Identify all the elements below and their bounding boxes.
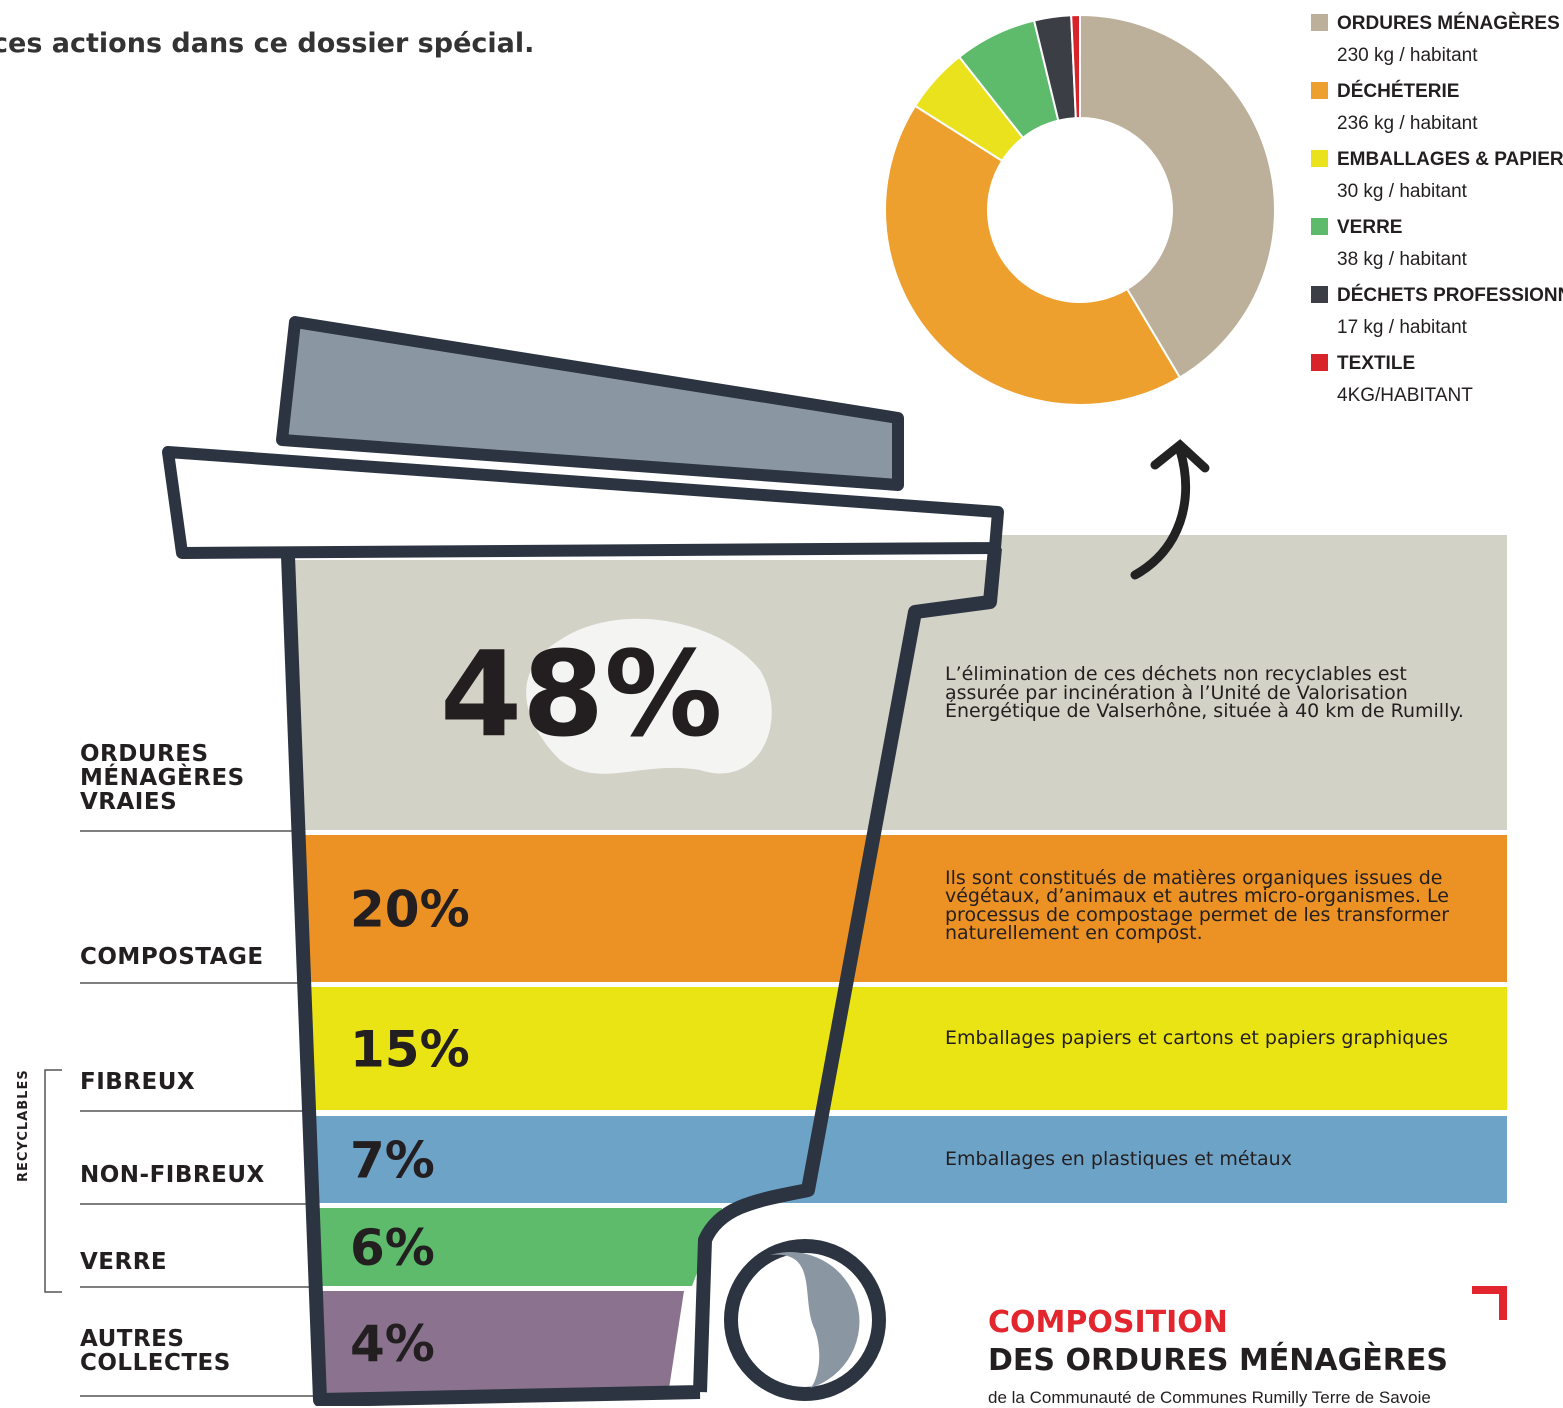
legend-name: TEXTILE [1337, 353, 1415, 374]
legend-value: 17 kg / habitant [1337, 317, 1468, 338]
band-percent: 7% [350, 1132, 435, 1190]
legend-name: DÉCHETS PROFESSIONNELS [1337, 284, 1563, 306]
legend-swatch [1311, 82, 1328, 99]
recyclables-bracket [45, 1070, 62, 1292]
legend-name: EMBALLAGES & PAPIER [1337, 149, 1563, 170]
legend-value: 236 kg / habitant [1337, 113, 1478, 134]
lid-top [282, 322, 898, 485]
band-label: COMPOSTAGE [80, 945, 280, 969]
band-label: AUTRES COLLECTES [80, 1327, 280, 1375]
band-percent: 15% [350, 1021, 470, 1079]
band-description: Emballages en plastiques et métaux [945, 1150, 1475, 1169]
legend-name: DÉCHÉTERIE [1337, 80, 1459, 102]
corner-mark [1472, 1290, 1503, 1320]
band-percent: 20% [350, 881, 470, 939]
band-description: Emballages papiers et cartons et papiers… [945, 1029, 1475, 1048]
composition-subtitle: DES ORDURES MÉNAGÈRES [988, 1343, 1448, 1378]
recyclables-label: RECYCLABLES [16, 1069, 31, 1182]
page: 48% 20% 15% 7% 6% 4% ORDURES MÉNAGÈRES 230 kg /… [0, 0, 1563, 1406]
legend-value: 230 kg / habitant [1337, 45, 1478, 66]
legend-value: 30 kg / habitant [1337, 181, 1468, 202]
band-label: FIBREUX [80, 1070, 280, 1094]
legend-swatch [1311, 218, 1328, 235]
band-label: VERRE [80, 1250, 280, 1274]
legend-value: 38 kg / habitant [1337, 249, 1468, 270]
legend-swatch [1311, 150, 1328, 167]
band-label: ORDURES MÉNAGÈRES VRAIES [80, 742, 280, 814]
legend-name: VERRE [1337, 217, 1402, 238]
band-percent: 48% [440, 625, 722, 763]
composition-title: COMPOSITION [988, 1305, 1228, 1340]
legend-swatch [1311, 354, 1328, 371]
composition-source: de la Communauté de Communes Rumilly Ter… [988, 1388, 1431, 1408]
intro: ces actions dans ce dossier spécial. [0, 28, 534, 59]
band-label: NON-FIBREUX [80, 1163, 280, 1187]
legend-swatch [1311, 286, 1328, 303]
band [305, 987, 1507, 1110]
donut-slice [885, 106, 1180, 405]
legend-value: 4KG/HABITANT [1337, 385, 1473, 406]
legend-swatch [1311, 14, 1328, 31]
band-description: L’élimination de ces déchets non recycla… [945, 665, 1475, 721]
band-percent: 6% [350, 1219, 435, 1277]
legend-name: ORDURES MÉNAGÈRES [1337, 12, 1560, 34]
band-description: Ils sont constitués de matières organiqu… [945, 869, 1475, 943]
band-percent: 4% [350, 1315, 435, 1373]
